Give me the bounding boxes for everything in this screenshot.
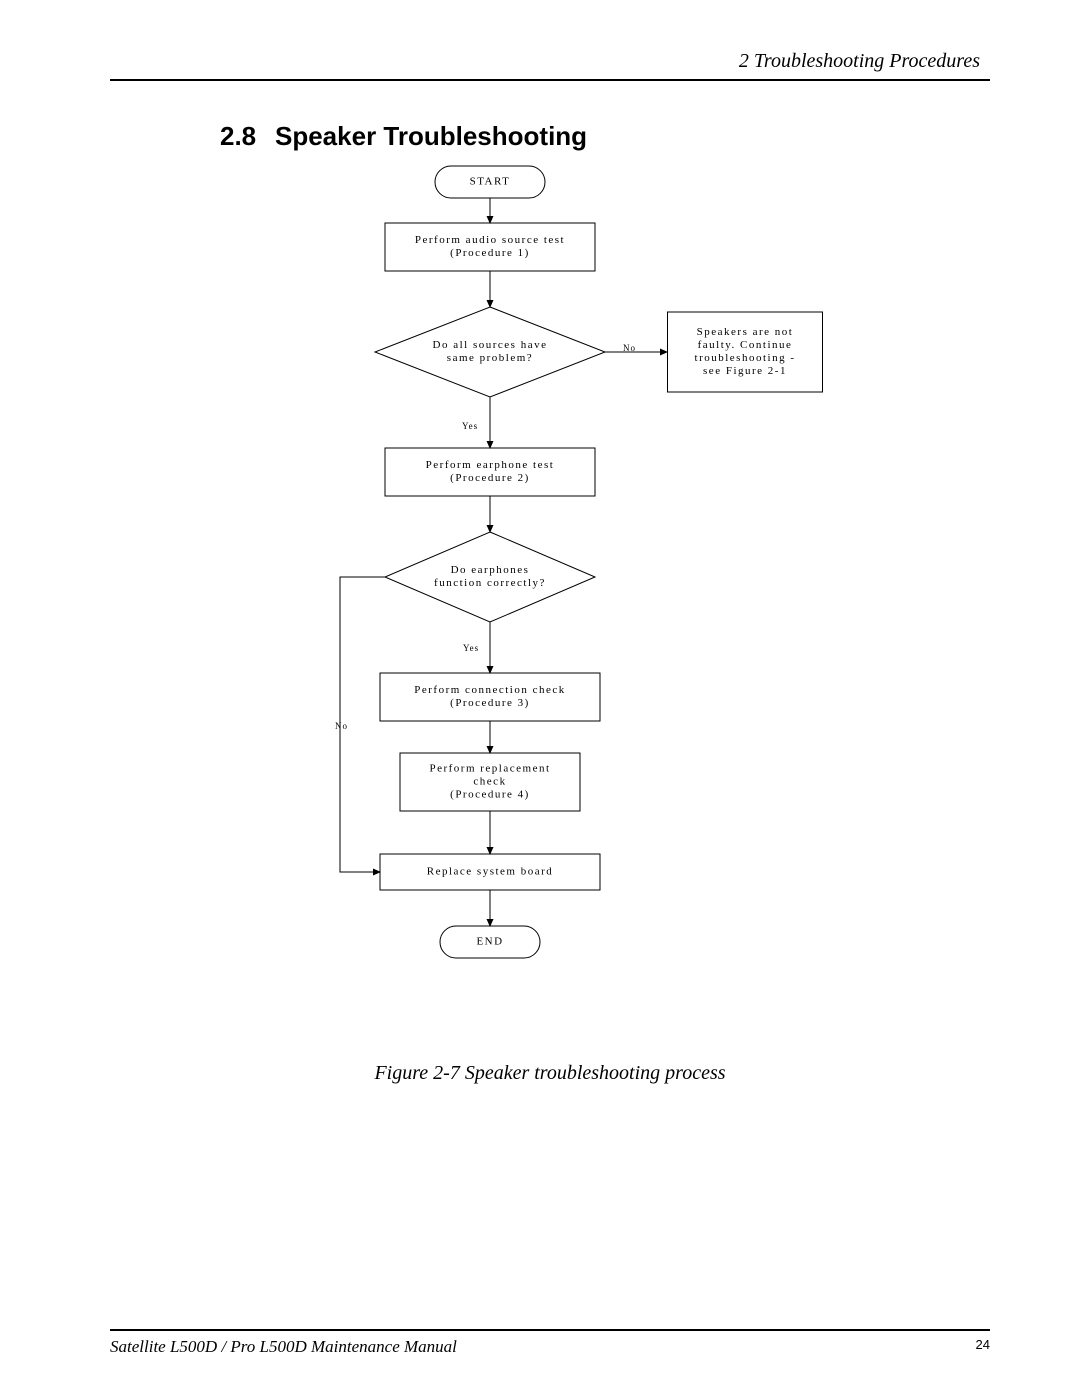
footer-rule: [110, 1329, 990, 1331]
svg-text:Perform audio source test: Perform audio source test: [415, 234, 565, 246]
svg-text:Replace system board: Replace system board: [427, 866, 554, 878]
svg-text:function correctly?: function correctly?: [434, 577, 546, 589]
section-title-text: Speaker Troubleshooting: [275, 121, 587, 151]
svg-text:troubleshooting -: troubleshooting -: [695, 352, 796, 364]
header-chapter-label: 2 Troubleshooting Procedures: [110, 50, 990, 73]
section-number: 2.8: [220, 121, 275, 152]
figure-caption: Figure 2-7 Speaker troubleshooting proce…: [110, 1062, 990, 1085]
footer-manual-title: Satellite L500D / Pro L500D Maintenance …: [110, 1337, 457, 1357]
svg-text:Yes: Yes: [462, 421, 478, 431]
svg-text:see Figure 2-1: see Figure 2-1: [703, 365, 787, 377]
section-heading: 2.8Speaker Troubleshooting: [110, 121, 990, 152]
svg-text:START: START: [470, 176, 511, 188]
svg-text:(Procedure 1): (Procedure 1): [450, 247, 530, 259]
svg-text:(Procedure 2): (Procedure 2): [450, 472, 530, 484]
footer-page-number: 24: [976, 1337, 990, 1357]
svg-text:faulty. Continue: faulty. Continue: [698, 339, 793, 351]
svg-text:Perform earphone test: Perform earphone test: [426, 459, 555, 471]
svg-text:Do earphones: Do earphones: [451, 564, 530, 576]
svg-text:No: No: [623, 343, 636, 353]
svg-text:Perform connection check: Perform connection check: [414, 684, 565, 696]
flowchart-container: STARTPerform audio source test(Procedure…: [110, 152, 990, 1052]
svg-text:Yes: Yes: [463, 643, 479, 653]
svg-text:Perform replacement: Perform replacement: [429, 763, 550, 775]
document-page: 2 Troubleshooting Procedures 2.8Speaker …: [0, 0, 1080, 1397]
svg-text:same problem?: same problem?: [447, 352, 533, 364]
svg-text:Do all sources have: Do all sources have: [433, 339, 548, 351]
svg-text:check: check: [473, 776, 506, 788]
svg-text:No: No: [335, 721, 348, 731]
header-rule: [110, 79, 990, 81]
svg-text:END: END: [476, 936, 503, 948]
svg-text:(Procedure 4): (Procedure 4): [450, 789, 530, 801]
svg-text:(Procedure 3): (Procedure 3): [450, 697, 530, 709]
svg-text:Speakers are not: Speakers are not: [697, 326, 794, 338]
flowchart-svg: STARTPerform audio source test(Procedure…: [230, 152, 870, 982]
footer: Satellite L500D / Pro L500D Maintenance …: [110, 1329, 990, 1357]
